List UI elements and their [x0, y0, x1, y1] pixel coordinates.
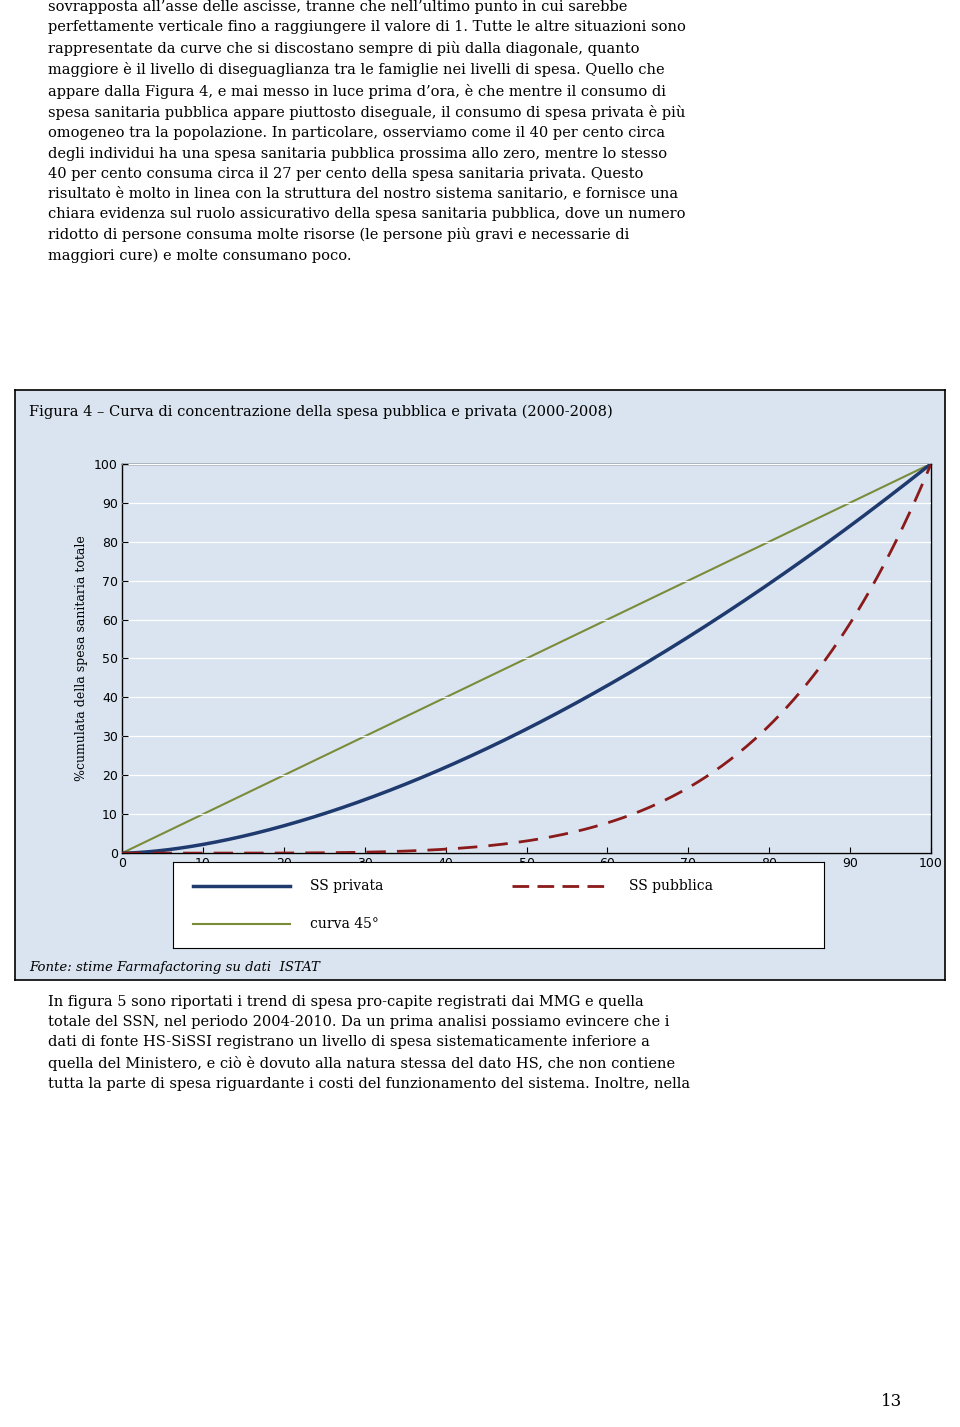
Text: sovrapposta all’asse delle ascisse, tranne che nell’ultimo punto in cui sarebbe
: sovrapposta all’asse delle ascisse, tran… — [48, 0, 685, 263]
Text: SS pubblica: SS pubblica — [629, 879, 712, 893]
Text: Fonte: stime Farmafactoring su dati  ISTAT: Fonte: stime Farmafactoring su dati ISTA… — [29, 962, 320, 975]
X-axis label: % popolazione ordinata per il totale della spesa sanitaria: % popolazione ordinata per il totale del… — [335, 879, 717, 892]
Y-axis label: %cumulata della spesa sanitaria totale: %cumulata della spesa sanitaria totale — [75, 535, 88, 782]
Text: 13: 13 — [881, 1393, 902, 1410]
Text: In figura 5 sono riportati i trend di spesa pro-capite registrati dai MMG e quel: In figura 5 sono riportati i trend di sp… — [48, 995, 690, 1090]
Text: SS privata: SS privata — [310, 879, 383, 893]
Text: curva 45°: curva 45° — [310, 916, 378, 930]
Text: Figura 4 – Curva di concentrazione della spesa pubblica e privata (2000-2008): Figura 4 – Curva di concentrazione della… — [29, 405, 612, 420]
